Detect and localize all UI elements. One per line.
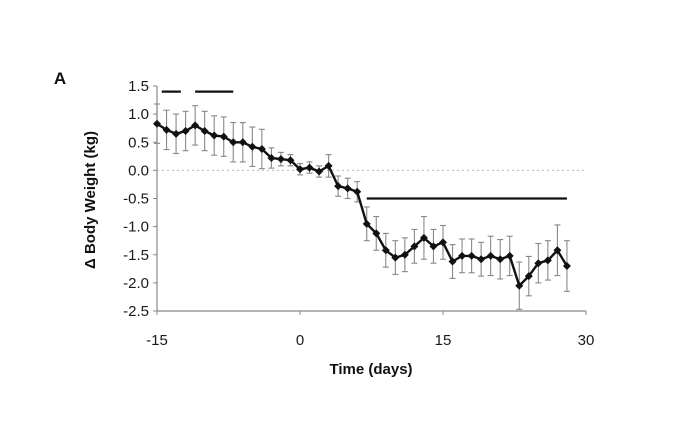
data-point xyxy=(534,259,543,268)
y-tick-label: 1.0 xyxy=(128,106,149,123)
data-point xyxy=(391,253,400,262)
data-point xyxy=(191,121,200,130)
data-point xyxy=(324,161,333,170)
data-point xyxy=(334,182,343,191)
data-point xyxy=(200,127,209,135)
data-point xyxy=(448,257,457,266)
y-tick-label: 0.0 xyxy=(128,162,149,179)
data-point xyxy=(219,132,228,141)
y-tick-label: -0.5 xyxy=(123,191,149,208)
data-point xyxy=(286,156,295,165)
data-point xyxy=(543,256,552,265)
data-point xyxy=(515,281,524,290)
y-tick-label: -2.0 xyxy=(123,275,149,292)
data-point xyxy=(381,246,390,255)
plot-area: 1.5 1.0 0.5 0.0 -0.5 -1.0 -1.5 -2.0 -2.5 -15 0 15 30 xyxy=(123,78,594,349)
data-point xyxy=(410,242,419,251)
data-point xyxy=(238,138,247,147)
data-point xyxy=(315,167,324,176)
data-point xyxy=(553,246,562,255)
y-tick-label: -1.0 xyxy=(123,219,149,236)
data-point xyxy=(229,138,238,147)
series-line xyxy=(156,122,568,287)
data-point xyxy=(496,255,505,264)
x-tick-label: 30 xyxy=(578,332,595,349)
data-point xyxy=(162,125,171,134)
y-tick-label: 1.5 xyxy=(128,78,149,95)
data-point xyxy=(458,251,467,260)
data-point xyxy=(419,233,428,242)
data-point xyxy=(362,219,371,228)
data-point xyxy=(248,142,257,151)
data-point xyxy=(467,251,476,260)
data-point xyxy=(353,187,362,196)
data-point xyxy=(276,155,285,164)
x-axis-title: Time (days) xyxy=(329,361,412,378)
data-point xyxy=(400,250,409,259)
data-point xyxy=(181,127,190,135)
data-point xyxy=(486,251,495,260)
data-point xyxy=(296,165,304,174)
data-point xyxy=(477,255,486,264)
data-point xyxy=(562,262,571,270)
y-axis-title: Δ Body Weight (kg) xyxy=(82,131,99,269)
y-tick-label: 0.5 xyxy=(128,134,149,151)
x-tick-label: 0 xyxy=(296,332,304,349)
y-tick-label: -1.5 xyxy=(123,247,149,264)
data-point xyxy=(429,242,438,251)
panel-label: A xyxy=(54,69,66,88)
data-point xyxy=(153,119,161,128)
data-point xyxy=(267,154,276,162)
data-point xyxy=(257,145,266,153)
data-point xyxy=(524,272,533,281)
x-tick-label: -15 xyxy=(146,332,168,349)
y-tick-label: -2.5 xyxy=(123,303,149,320)
data-point xyxy=(439,238,447,247)
data-point xyxy=(172,129,181,138)
data-point xyxy=(372,229,381,238)
data-point xyxy=(210,131,219,140)
data-point xyxy=(305,163,314,172)
y-axis-title-group: Δ Body Weight (kg) xyxy=(82,131,99,269)
x-tick-label: 15 xyxy=(435,332,452,349)
data-point xyxy=(505,251,514,260)
data-point xyxy=(343,184,352,193)
